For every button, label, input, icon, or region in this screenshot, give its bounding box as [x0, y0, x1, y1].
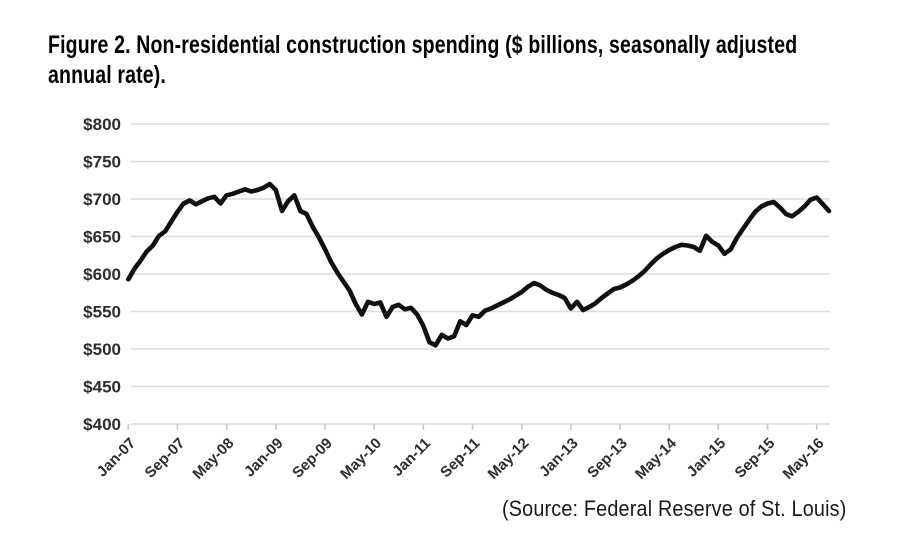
x-axis-label: Jan-11	[389, 435, 434, 480]
x-axis-label: May-14	[632, 434, 680, 482]
figure-title-line1: Figure 2. Non-residential construction s…	[48, 31, 798, 59]
x-axis-label: Sep-13	[584, 435, 631, 482]
spending-line	[126, 181, 832, 348]
x-axis-label: Sep-15	[732, 435, 779, 482]
y-axis-label: $400	[83, 415, 121, 434]
y-axis-label: $500	[83, 340, 121, 359]
y-axis-label: $650	[83, 228, 121, 247]
y-axis-label: $600	[83, 265, 121, 284]
source-note: (Source: Federal Reserve of St. Louis)	[502, 496, 847, 521]
y-axis-label: $800	[83, 115, 121, 134]
x-axis-label: Sep-07	[142, 435, 189, 482]
x-axis-label: May-12	[485, 435, 533, 483]
x-axis-label: Jan-15	[684, 435, 730, 481]
x-axis-label: Sep-11	[437, 435, 483, 481]
figure-title-line2: annual rate).	[48, 61, 166, 89]
y-axis-label: $550	[83, 303, 121, 322]
x-axis-label: Jan-07	[93, 435, 139, 481]
x-axis-label: Sep-09	[289, 435, 336, 482]
y-axis-label: $750	[83, 153, 121, 172]
x-axis-label: May-10	[337, 435, 385, 483]
figure-title: Figure 2. Non-residential construction s…	[48, 30, 797, 90]
y-axis-label: $450	[83, 378, 121, 397]
x-axis-label: Jan-13	[536, 435, 582, 481]
y-axis-label: $700	[83, 190, 121, 209]
x-axis-label: May-16	[780, 435, 828, 483]
x-axis-label: May-08	[189, 435, 237, 483]
x-axis-label: Jan-09	[241, 435, 287, 481]
